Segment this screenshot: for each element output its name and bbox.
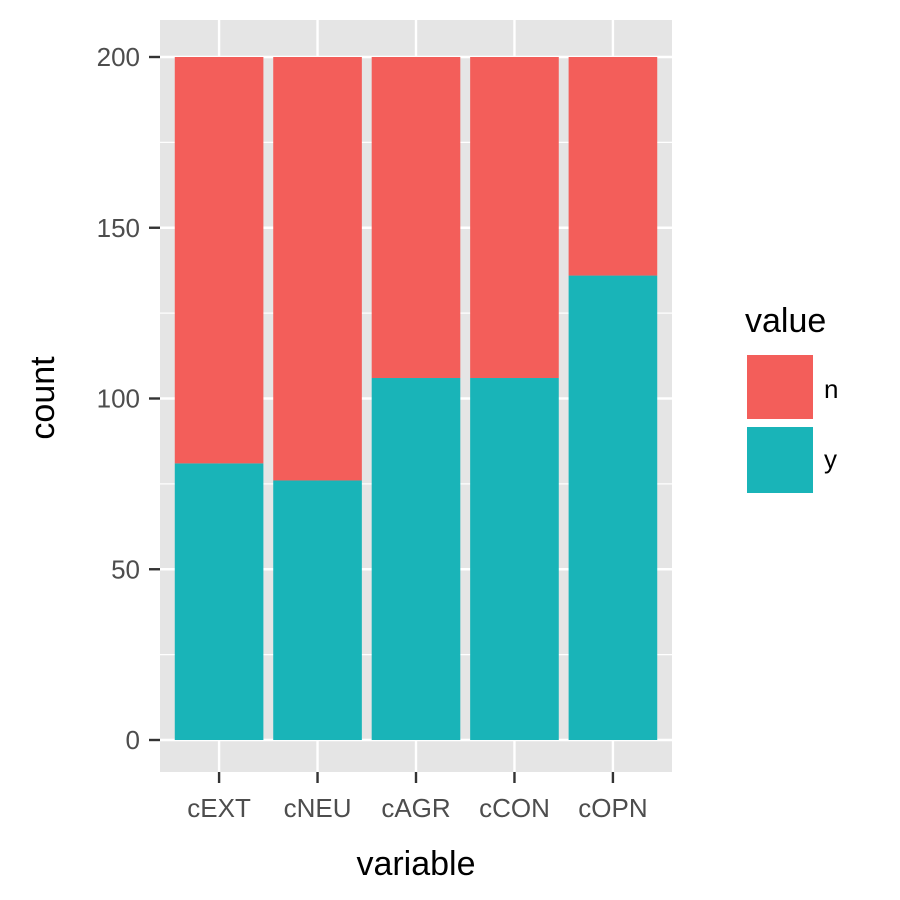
legend-title: value: [745, 302, 826, 340]
legend-label-n: n: [824, 374, 838, 404]
bar-cEXT-y: [174, 463, 264, 740]
x-tick-label: cAGR: [381, 793, 450, 823]
bar-cNEU-n: [273, 57, 362, 481]
x-axis: cEXT cNEU cAGR cCON cOPN: [187, 772, 648, 823]
x-tick-label: cCON: [479, 793, 550, 823]
bar-cOPN-y: [568, 275, 658, 740]
bars: [174, 57, 658, 740]
y-tick-label: 100: [97, 384, 140, 414]
bar-cOPN-n: [568, 57, 658, 276]
y-tick-label: 200: [97, 42, 140, 72]
bar-cCON-y: [470, 378, 559, 740]
bar-cAGR-y: [371, 378, 461, 740]
y-tick-label: 150: [97, 213, 140, 243]
x-axis-title: variable: [356, 845, 475, 883]
x-tick-label: cEXT: [187, 793, 251, 823]
y-tick-label: 0: [126, 725, 140, 755]
bar-cNEU-y: [273, 480, 362, 740]
legend: value n y: [745, 302, 838, 493]
legend-label-y: y: [824, 444, 837, 474]
x-tick-label: cOPN: [578, 793, 647, 823]
y-tick-label: 50: [111, 554, 140, 584]
legend-key-y: [747, 427, 813, 493]
y-axis: 0 50 100 150 200: [97, 42, 160, 755]
bar-cCON-n: [470, 57, 559, 379]
bar-cAGR-n: [371, 57, 461, 379]
legend-key-n: [747, 355, 813, 419]
x-tick-label: cNEU: [284, 793, 352, 823]
y-axis-title: count: [24, 356, 62, 440]
bar-cEXT-n: [174, 57, 264, 464]
